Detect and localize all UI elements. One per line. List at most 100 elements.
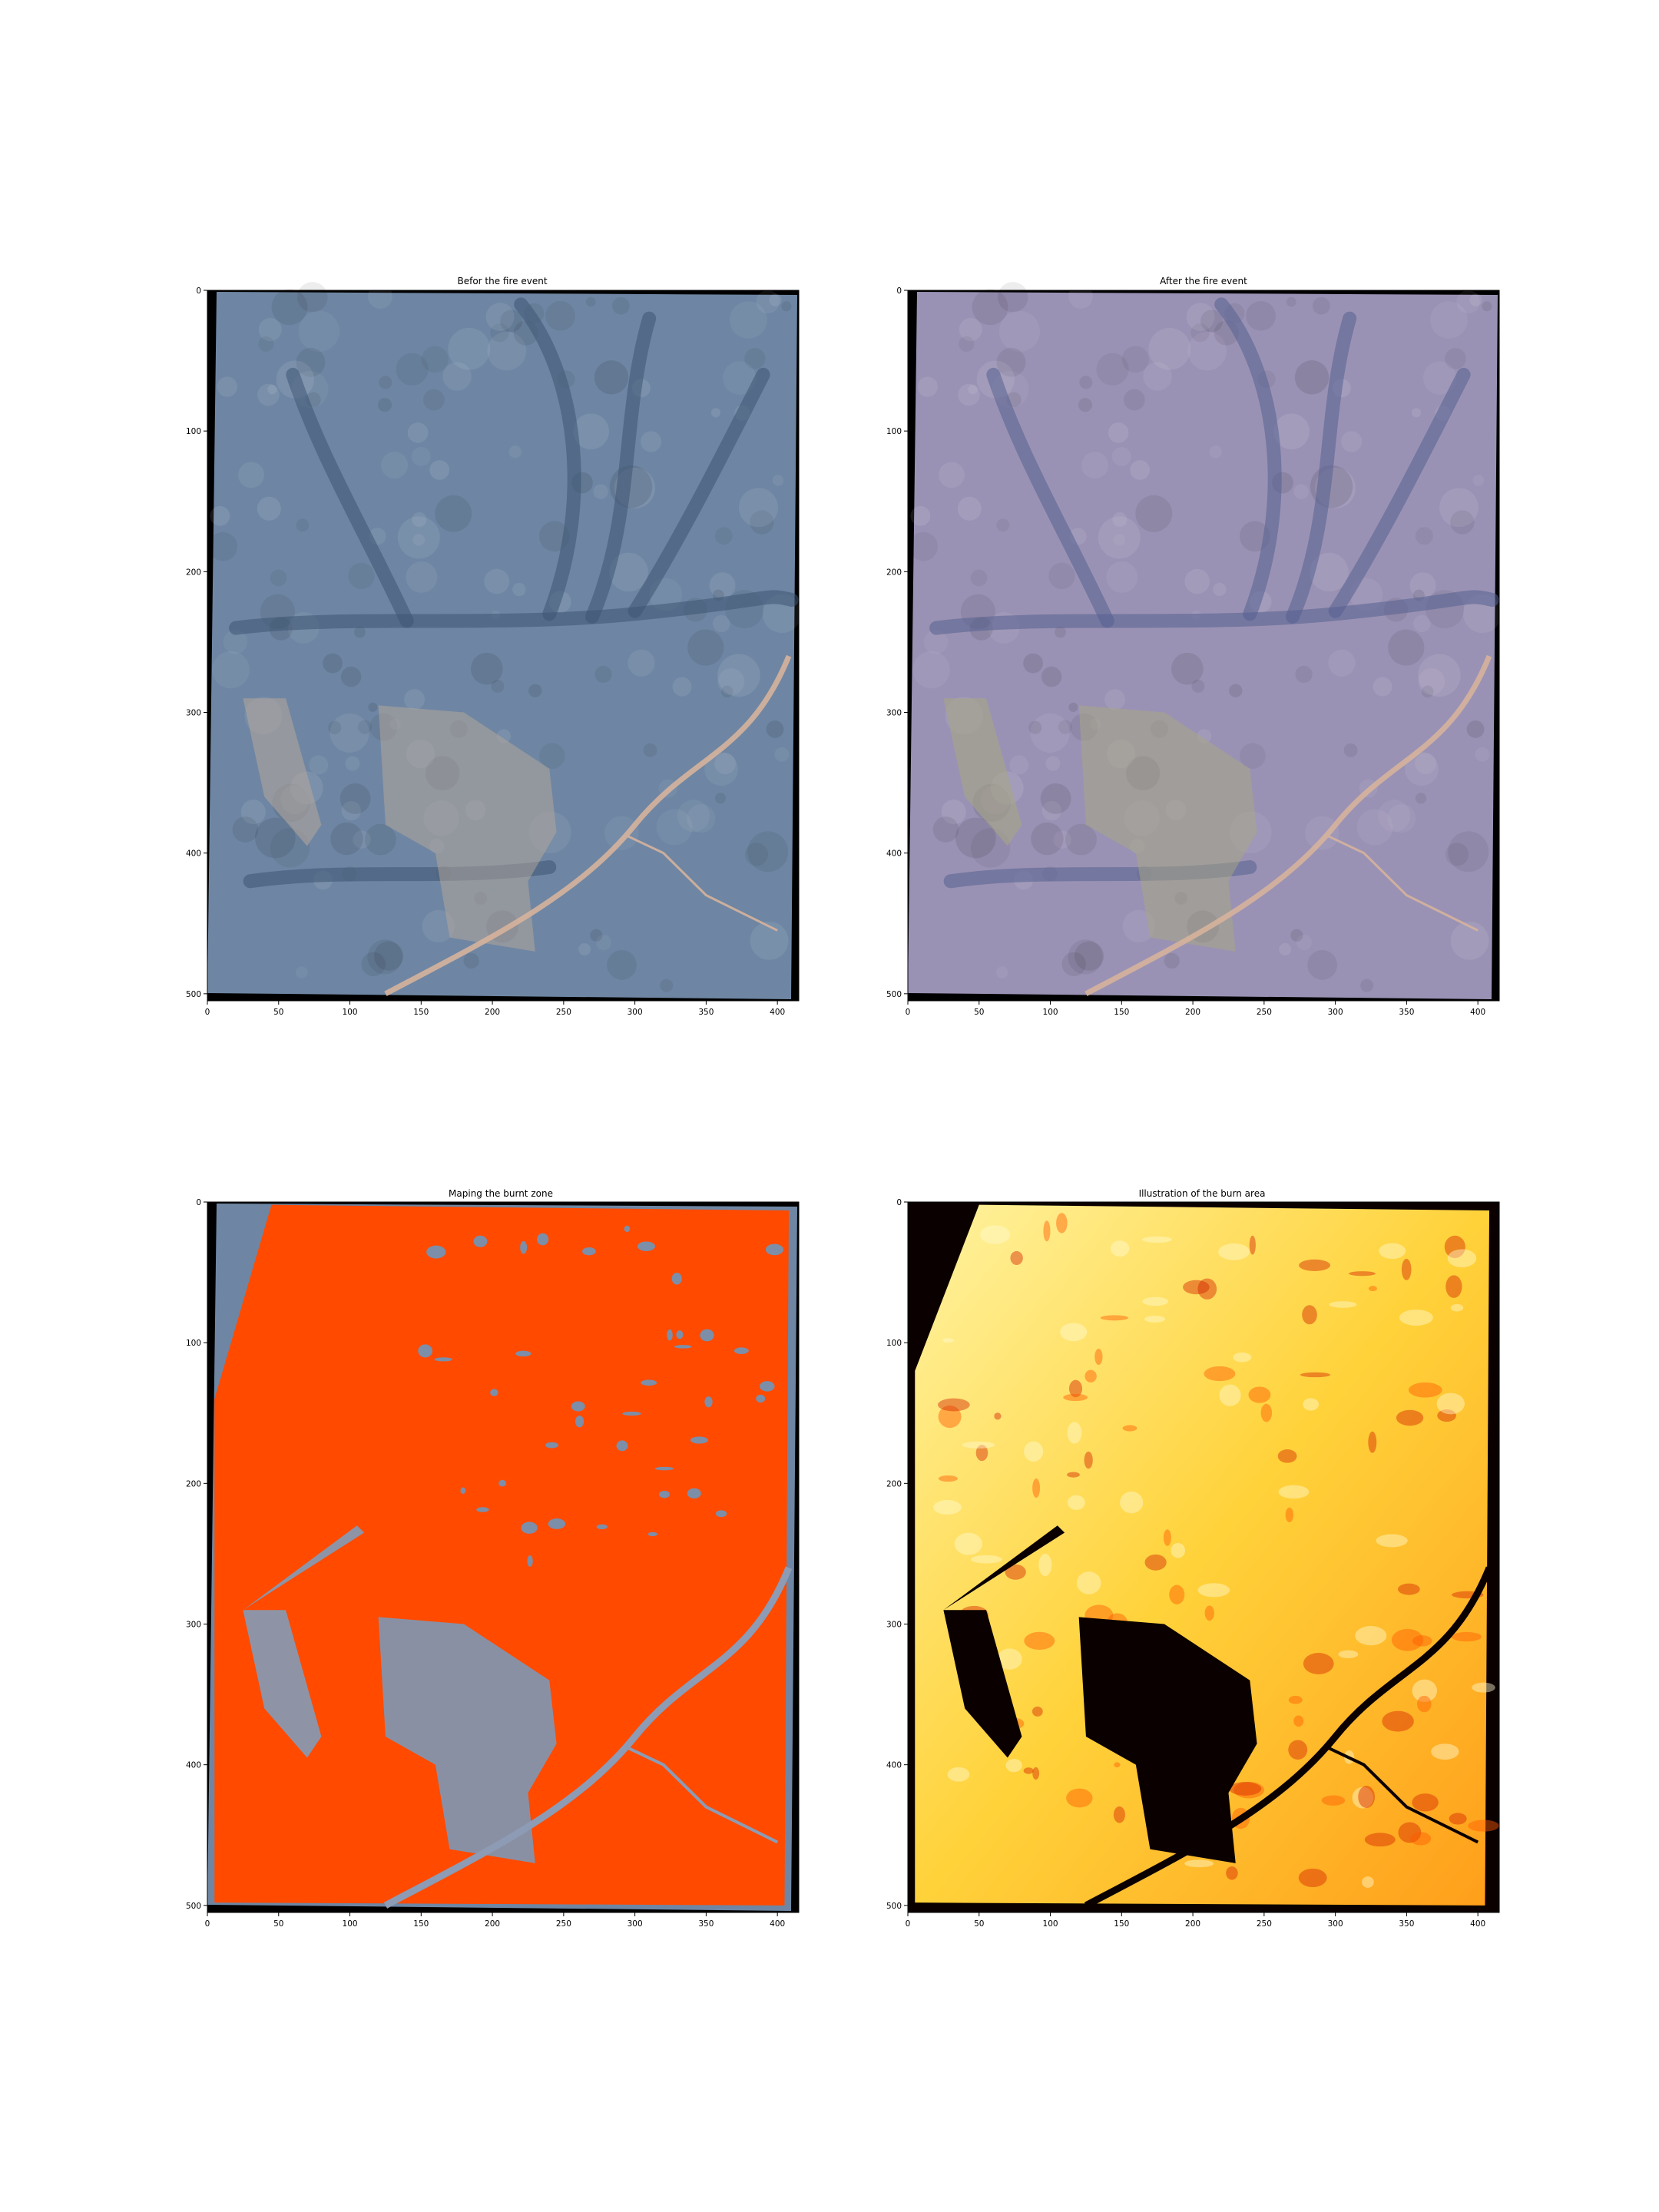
terrain-patch xyxy=(660,979,674,992)
terrain-patch xyxy=(223,630,248,654)
terrain-patch xyxy=(593,484,608,499)
terrain-patch xyxy=(1450,510,1475,535)
x-tick-label: 200 xyxy=(1185,1919,1200,1929)
terrain-patch xyxy=(373,941,404,971)
unburnt-patch xyxy=(515,1350,531,1357)
terrain-patch xyxy=(1045,756,1061,771)
terrain-patch xyxy=(1418,668,1445,695)
image-plot: 0 50 100 150 200 250 300 350 400 0 100 200 300 400 500 xyxy=(886,282,1502,1017)
heat-patch xyxy=(1144,1316,1166,1323)
terrain-patch xyxy=(1078,398,1093,412)
panel-title: Befor the fire event xyxy=(457,276,548,286)
terrain-patch xyxy=(1387,804,1416,833)
terrain-patch xyxy=(1068,939,1103,975)
terrain-patch xyxy=(995,966,1008,979)
terrain-patch xyxy=(611,296,630,315)
burn-scar xyxy=(1078,705,1257,952)
river xyxy=(1328,367,1471,618)
x-tick-label: 50 xyxy=(974,1008,984,1017)
river xyxy=(628,367,770,618)
terrain-patch xyxy=(463,952,479,969)
terrain-patch xyxy=(1246,300,1276,331)
terrain-patch xyxy=(1448,831,1489,873)
x-tick-label: 300 xyxy=(628,1008,643,1017)
terrain-patch xyxy=(912,651,950,689)
terrain-patch xyxy=(1229,684,1243,697)
terrain-patch xyxy=(917,376,938,397)
terrain-patch xyxy=(998,310,1041,352)
terrain-patch xyxy=(1279,942,1292,955)
terrain-patch xyxy=(1307,949,1338,980)
heat-patch xyxy=(1412,1793,1439,1812)
terrain-patch xyxy=(656,809,693,846)
terrain-patch xyxy=(909,531,939,561)
unburnt-patch xyxy=(676,1330,684,1339)
river xyxy=(286,367,414,628)
terrain-patch xyxy=(970,828,1011,868)
unburnt-patch xyxy=(498,1479,507,1487)
terrain-patch xyxy=(357,720,373,734)
heat-patch xyxy=(1067,1422,1082,1444)
terrain-patch xyxy=(1028,720,1042,734)
axes-frame xyxy=(907,1201,1500,1913)
terrain-patch xyxy=(714,793,727,804)
terrain-patch xyxy=(270,569,287,587)
heat-patch xyxy=(1412,1679,1438,1703)
terrain-patch xyxy=(238,462,264,488)
heat-patch xyxy=(1444,1235,1465,1259)
terrain-patch xyxy=(720,685,733,698)
x-tick-label: 300 xyxy=(1328,1919,1343,1929)
terrain-patch xyxy=(709,572,736,599)
x-tick-label: 50 xyxy=(974,1919,984,1929)
unburnt-patch xyxy=(426,1245,446,1259)
heat-patch xyxy=(1391,1628,1424,1651)
terrain-patch xyxy=(1411,408,1422,418)
unburnt-patch xyxy=(616,1440,628,1452)
terrain-patch xyxy=(1079,376,1093,389)
terrain-patch xyxy=(396,353,429,386)
y-tick-label: 400 xyxy=(186,1761,201,1770)
terrain-patch xyxy=(487,331,527,371)
unburnt-patch xyxy=(674,1345,692,1349)
terrain-patch xyxy=(769,293,782,306)
terrain-patch xyxy=(1106,561,1138,593)
unburnt-patch xyxy=(536,1233,549,1246)
heat-patch xyxy=(1142,1296,1169,1306)
heat-patch xyxy=(1408,1382,1442,1398)
y-tick-label: 100 xyxy=(186,1339,201,1348)
terrain-patch xyxy=(341,800,362,821)
x-tick-label: 400 xyxy=(1470,1919,1485,1929)
terrain-patch xyxy=(1041,800,1062,821)
axes: 0 50 100 150 200 250 300 350 400 0 100 200 300 400 500 xyxy=(186,1198,800,1929)
terrain-patch xyxy=(744,348,766,369)
terrain-patch xyxy=(1104,689,1126,710)
heat-patch xyxy=(1067,1472,1080,1478)
terrain-patch xyxy=(354,626,366,638)
terrain-patch xyxy=(1312,296,1330,315)
terrain-patch xyxy=(339,783,371,814)
x-tick-label: 150 xyxy=(413,1008,429,1017)
heat-patch xyxy=(1329,1301,1357,1308)
heat-patch xyxy=(1321,1795,1346,1806)
terrain-patch xyxy=(1405,752,1439,786)
raster-image xyxy=(207,292,797,999)
river xyxy=(1285,311,1357,624)
terrain-patch xyxy=(296,347,326,377)
terrain-patch xyxy=(1111,446,1131,466)
terrain-patch xyxy=(781,301,792,312)
terrain-patch xyxy=(628,649,655,677)
y-tick-label: 500 xyxy=(886,1902,902,1911)
heat-patch xyxy=(1005,1564,1026,1580)
terrain-patch xyxy=(1186,303,1215,332)
terrain-patch xyxy=(512,582,526,597)
heat-patch xyxy=(1299,1259,1330,1271)
unburnt-patch xyxy=(548,1518,566,1529)
y-tick-label: 300 xyxy=(186,709,201,718)
terrain-patch xyxy=(1482,301,1492,312)
unburnt-patch xyxy=(460,1487,466,1494)
x-tick-label: 300 xyxy=(628,1919,643,1929)
heat-patch xyxy=(1060,1323,1088,1342)
unburnt-patch xyxy=(715,1510,727,1518)
terrain-patch xyxy=(1418,654,1461,697)
y-tick-label: 100 xyxy=(886,1339,902,1348)
